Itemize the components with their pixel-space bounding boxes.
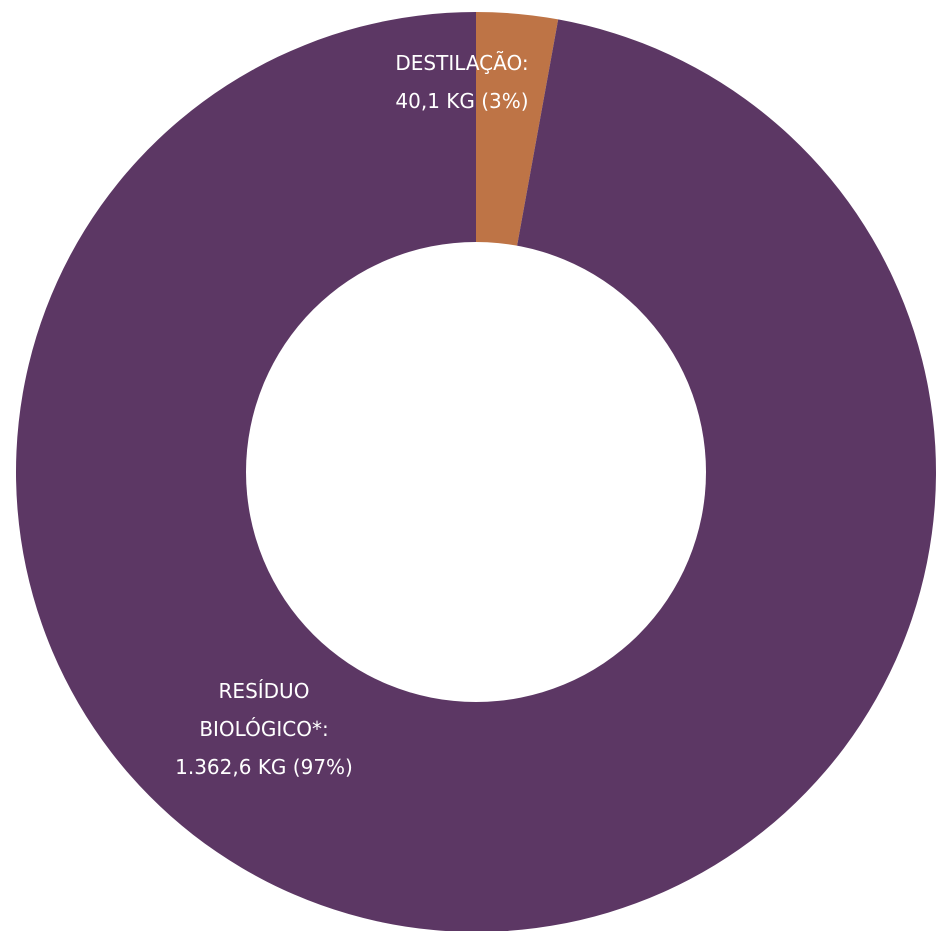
slice-label-2-line-3: 1.362,6 KG (97%) <box>175 755 353 779</box>
slice-label-1-line-1: DESTILAÇÃO: <box>395 51 528 75</box>
donut-hole <box>246 242 706 702</box>
slice-label-2: RESÍDUO BIOLÓGICO*: 1.362,6 KG (97%) <box>175 679 353 779</box>
slice-labels: DESTILAÇÃO: 40,1 KG (3%) RESÍDUO BIOLÓGICO*… <box>175 51 528 779</box>
slice-label-1: DESTILAÇÃO: 40,1 KG (3%) <box>395 51 528 113</box>
slice-label-2-line-1: RESÍDUO <box>219 679 310 703</box>
donut-slice-2 <box>16 12 937 931</box>
slice-label-1-line-2: 40,1 KG (3%) <box>395 89 528 113</box>
slice-label-2-line-2: BIOLÓGICO*: <box>199 717 328 741</box>
